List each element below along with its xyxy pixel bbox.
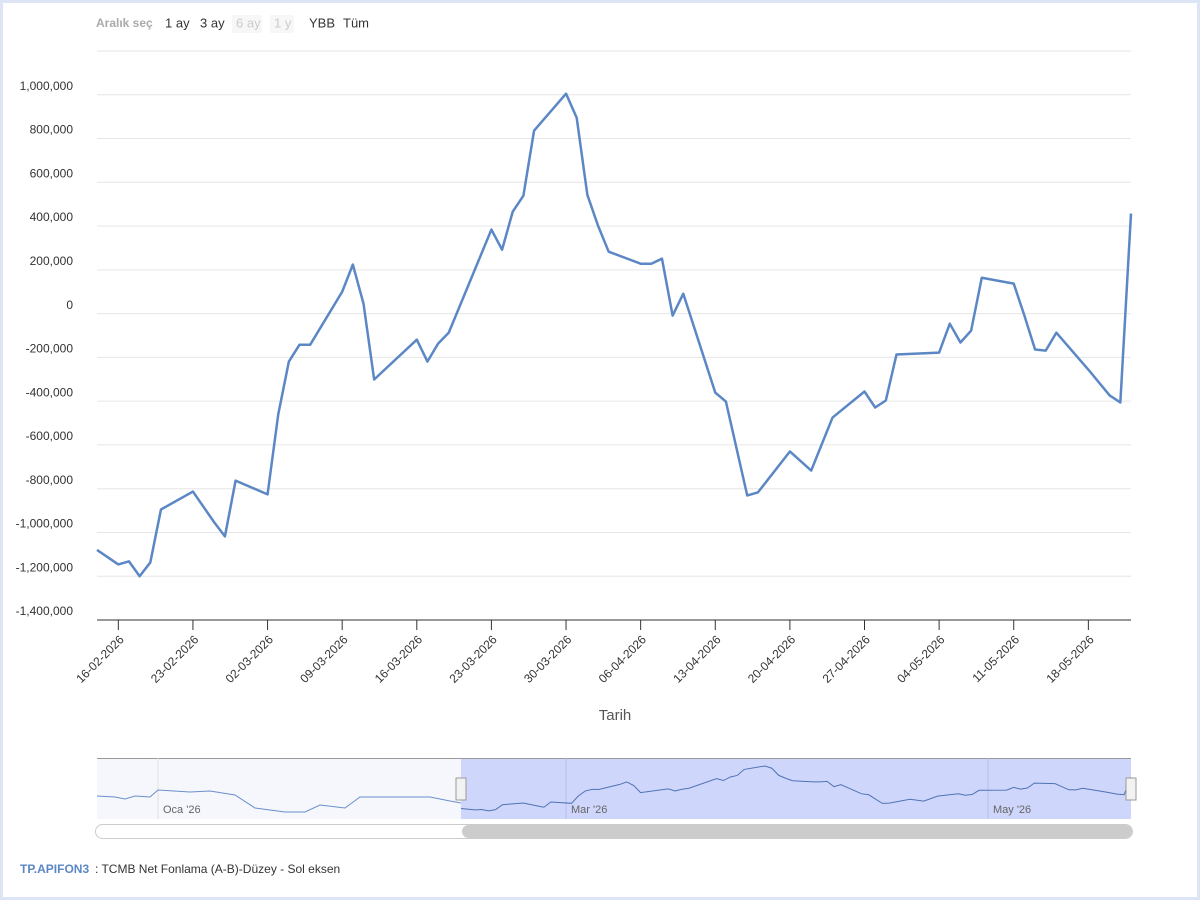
y-tick-label: 0 [66, 298, 73, 312]
y-tick-label: 800,000 [30, 123, 74, 137]
y-tick-label: 400,000 [30, 210, 74, 224]
navigator-outside [97, 758, 461, 819]
scrollbar-thumb[interactable] [462, 825, 1132, 838]
navigator-label: Mar '26 [571, 804, 607, 816]
range-button[interactable]: Tüm [343, 15, 369, 30]
y-tick-label: -1,200,000 [16, 560, 74, 574]
y-tick-label: 600,000 [30, 166, 74, 180]
legend-desc: : TCMB Net Fonlama (A-B)-Düzey - Sol eks… [95, 862, 340, 876]
navigator-line [460, 765, 1132, 812]
range-label: Aralık seç [96, 16, 153, 30]
legend-name: TP.APIFON3 [20, 862, 89, 876]
navigator-handle[interactable] [455, 777, 467, 801]
series-line [96, 92, 1133, 578]
y-tick-label: -400,000 [26, 385, 74, 399]
y-tick-label: -1,000,000 [16, 517, 74, 531]
y-tick-label: -1,400,000 [16, 604, 74, 618]
navigator-handle[interactable] [1125, 777, 1137, 801]
y-tick-label: -200,000 [26, 342, 74, 356]
range-button-bg [270, 15, 294, 33]
range-button[interactable]: 3 ay [200, 15, 225, 30]
y-tick-label: -600,000 [26, 429, 74, 443]
navigator-label: Oca '26 [163, 804, 201, 816]
range-button[interactable]: 1 y [274, 15, 292, 30]
range-button[interactable]: 1 ay [165, 15, 190, 30]
y-tick-label: 200,000 [30, 254, 74, 268]
y-tick-label: 1,000,000 [20, 79, 74, 93]
range-button[interactable]: 6 ay [236, 15, 261, 30]
navigator-label: May '26 [993, 804, 1031, 816]
x-axis-label: Tarih [599, 707, 632, 724]
range-button[interactable]: YBB [309, 15, 335, 30]
range-button-bg [232, 15, 262, 33]
navigator-history [96, 789, 462, 813]
y-tick-label: -800,000 [26, 473, 74, 487]
